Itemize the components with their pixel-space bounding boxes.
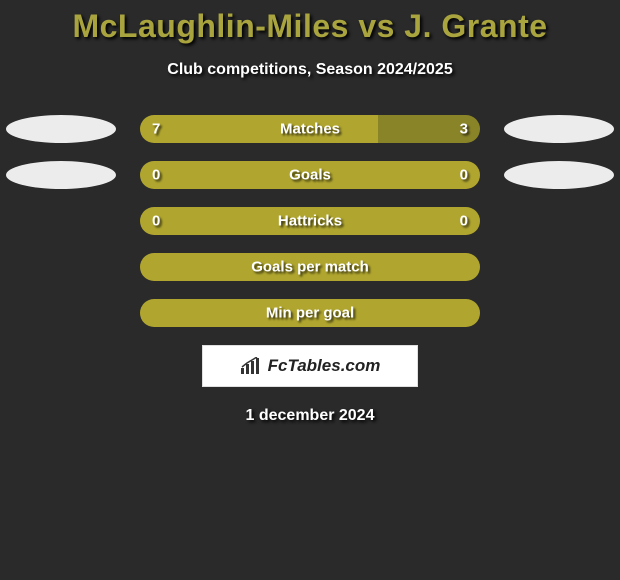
stat-label: Min per goal [266,305,354,322]
stat-row: 0 0 Hattricks [0,207,620,235]
stat-label: Goals [289,167,331,184]
stat-value-left: 0 [152,167,160,184]
subtitle: Club competitions, Season 2024/2025 [0,61,620,79]
stat-value-right: 0 [460,213,468,230]
page-title: McLaughlin-Miles vs J. Grante [0,0,620,45]
source-badge: FcTables.com [202,345,418,387]
stat-bar: Min per goal [140,299,480,327]
stat-row: Goals per match [0,253,620,281]
player-silhouette-left [6,161,116,189]
date-text: 1 december 2024 [0,407,620,425]
stat-row: Min per goal [0,299,620,327]
stat-value-right: 3 [460,121,468,138]
stat-value-right: 0 [460,167,468,184]
stat-bar-right [310,161,480,189]
stat-bar: 0 0 Goals [140,161,480,189]
stats-container: 7 3 Matches 0 0 Goals 0 0 Hattricks Goals per mat… [0,115,620,327]
stat-bar: 7 3 Matches [140,115,480,143]
stat-value-left: 0 [152,213,160,230]
stat-row: 0 0 Goals [0,161,620,189]
stat-bar-left [140,115,378,143]
stat-label: Goals per match [251,259,369,276]
player-silhouette-left [6,115,116,143]
stat-bar: Goals per match [140,253,480,281]
player-silhouette-right [504,161,614,189]
stat-bar: 0 0 Hattricks [140,207,480,235]
stat-label: Hattricks [278,213,342,230]
badge-text: FcTables.com [268,356,381,376]
chart-icon [240,357,262,375]
player-silhouette-right [504,115,614,143]
stat-label: Matches [280,121,340,138]
stat-value-left: 7 [152,121,160,138]
stat-row: 7 3 Matches [0,115,620,143]
stat-bar-left [140,161,310,189]
